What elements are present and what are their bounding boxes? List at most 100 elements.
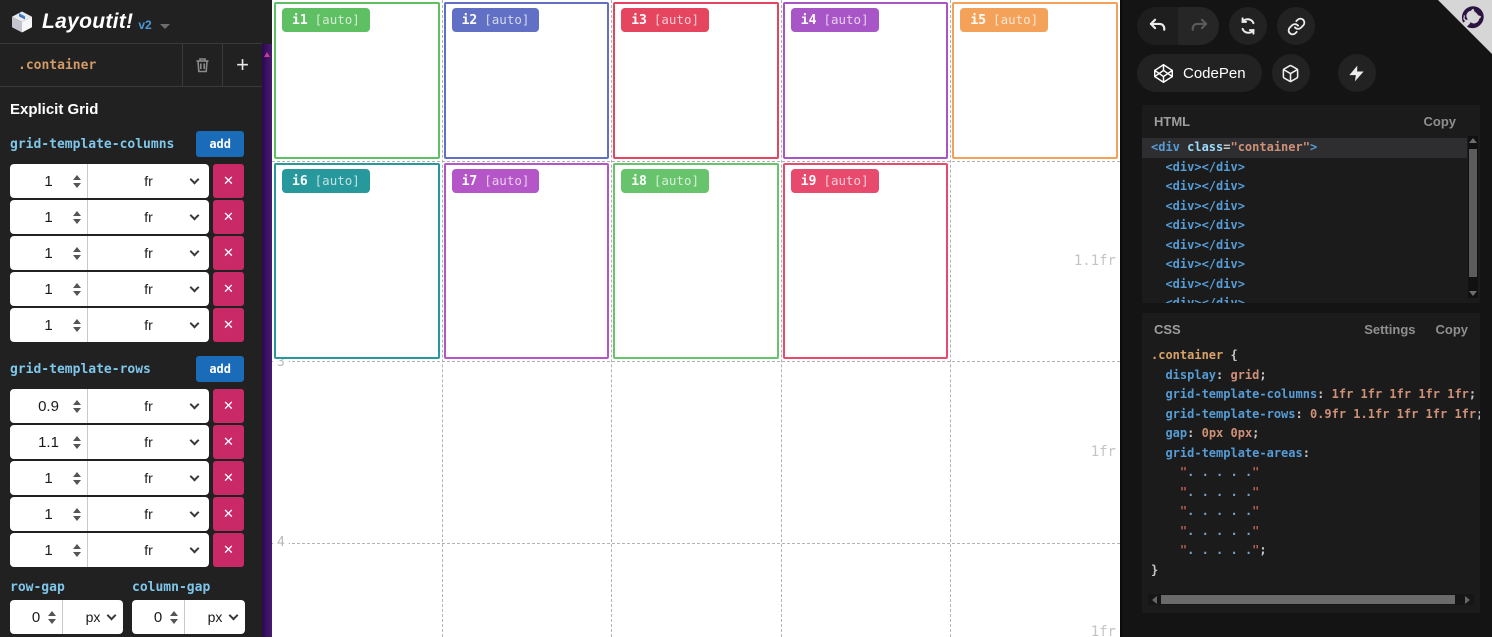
code-line: <div></div>: [1165, 218, 1245, 232]
row-gap-unit-select[interactable]: px: [63, 600, 123, 634]
add-row-button[interactable]: add: [196, 356, 244, 382]
css-copy-button[interactable]: Copy: [1435, 321, 1469, 337]
stepper-arrows[interactable]: [70, 497, 84, 531]
stepper-arrows[interactable]: [70, 425, 84, 459]
grid-item-tag: [auto]: [653, 12, 699, 27]
grid-item-i7[interactable]: i7 [auto]: [443, 163, 610, 359]
track-remove-button[interactable]: ✕: [213, 533, 244, 567]
column-gap-unit: px: [207, 609, 223, 625]
stepper-arrows[interactable]: [70, 533, 84, 567]
permalink-button[interactable]: [1277, 7, 1315, 45]
track-unit-select[interactable]: fr: [88, 533, 209, 567]
grid-item-i8[interactable]: i8 [auto]: [613, 163, 779, 359]
track-remove-button[interactable]: ✕: [213, 497, 244, 531]
stepper-arrows[interactable]: [70, 461, 84, 495]
track-value-input[interactable]: 1: [10, 308, 88, 342]
grid-template-rows-label: grid-template-rows: [10, 361, 151, 377]
code-line: display: grid;: [1165, 367, 1267, 382]
grid-item-i3[interactable]: i3 [auto]: [613, 2, 779, 159]
version-dropdown-caret-icon[interactable]: [159, 23, 170, 29]
track-unit-select[interactable]: fr: [88, 308, 209, 342]
track-unit-select[interactable]: fr: [88, 272, 209, 306]
track-size-control: 1 fr: [10, 461, 209, 495]
track-value-input[interactable]: 1: [10, 497, 88, 531]
css-settings-button[interactable]: Settings: [1364, 321, 1416, 337]
export-button[interactable]: [1337, 54, 1376, 92]
stepper-arrows[interactable]: [70, 200, 84, 234]
grid-item-chip: i2 [auto]: [451, 8, 540, 32]
column-track-row: 1 fr ✕: [10, 200, 244, 234]
track-unit-select[interactable]: fr: [88, 164, 209, 198]
track-unit-select[interactable]: fr: [88, 461, 209, 495]
track-remove-button[interactable]: ✕: [213, 425, 244, 459]
track-value-input[interactable]: 1: [10, 236, 88, 270]
track-value-input[interactable]: 1: [10, 200, 88, 234]
stepper-up-icon: [73, 318, 81, 324]
track-value-input[interactable]: 1.1: [10, 425, 88, 459]
codepen-button[interactable]: CodePen: [1137, 54, 1262, 92]
scrollbar-thumb[interactable]: [1469, 149, 1477, 277]
track-remove-button[interactable]: ✕: [213, 200, 244, 234]
chevron-down-icon: [189, 282, 200, 293]
row-gap-value-input[interactable]: 0: [10, 600, 63, 634]
grid-item-i9[interactable]: i9 [auto]: [782, 163, 949, 359]
stepper-down-icon: [73, 551, 81, 557]
track-unit-select[interactable]: fr: [88, 497, 209, 531]
add-column-button[interactable]: add: [196, 131, 244, 157]
stepper-arrows[interactable]: [70, 308, 84, 342]
css-horizontal-scrollbar[interactable]: [1148, 594, 1474, 605]
track-remove-button[interactable]: ✕: [213, 164, 244, 198]
stepper-arrows[interactable]: [70, 236, 84, 270]
track-unit-select[interactable]: fr: [88, 200, 209, 234]
stepper-arrows[interactable]: [70, 389, 84, 423]
track-unit-select[interactable]: fr: [88, 236, 209, 270]
sidebar-scrollbar[interactable]: [262, 0, 272, 637]
grid-item-i6[interactable]: i6 [auto]: [274, 163, 440, 359]
container-selector-input[interactable]: .container: [18, 57, 97, 73]
track-remove-button[interactable]: ✕: [213, 389, 244, 423]
add-selector-button[interactable]: +: [222, 44, 262, 86]
stepper-arrows[interactable]: [45, 600, 59, 634]
track-value-input[interactable]: 1: [10, 272, 88, 306]
track-remove-button[interactable]: ✕: [213, 272, 244, 306]
grid-item-chip: i8 [auto]: [621, 169, 709, 193]
html-copy-button[interactable]: Copy: [1423, 113, 1457, 129]
track-unit-select[interactable]: fr: [88, 425, 209, 459]
sidebar: Layoutit! v2 .container + Explicit Grid …: [0, 0, 262, 637]
row-gap-unit: px: [85, 609, 101, 625]
stepper-arrows[interactable]: [70, 272, 84, 306]
track-value-input[interactable]: 1: [10, 164, 88, 198]
grid-item-i2[interactable]: i2 [auto]: [443, 2, 610, 159]
track-remove-button[interactable]: ✕: [213, 461, 244, 495]
grid-template-columns-label: grid-template-columns: [10, 136, 175, 152]
grid-item-i1[interactable]: i1 [auto]: [274, 2, 440, 159]
codesandbox-button[interactable]: [1271, 54, 1310, 92]
track-unit-select[interactable]: fr: [88, 389, 209, 423]
grid-item-i5[interactable]: i5 [auto]: [952, 2, 1118, 159]
column-gap-value-input[interactable]: 0: [132, 600, 185, 634]
stepper-arrows[interactable]: [70, 164, 84, 198]
grid-item-i4[interactable]: i4 [auto]: [782, 2, 949, 159]
track-value-input[interactable]: 1: [10, 533, 88, 567]
restart-button[interactable]: [1229, 7, 1267, 45]
grid-item-chip: i1 [auto]: [282, 8, 370, 32]
stepper-arrows[interactable]: [167, 600, 181, 634]
github-octocat-icon[interactable]: [1455, 0, 1492, 35]
github-corner-ribbon[interactable]: [1438, 0, 1492, 54]
code-line: <div></div>: [1165, 159, 1245, 174]
redo-button[interactable]: [1178, 7, 1219, 45]
sidebar-scrollbar-track[interactable]: [262, 44, 272, 637]
column-track-row: 1 fr ✕: [10, 236, 244, 270]
column-gap-unit-select[interactable]: px: [185, 600, 245, 634]
scrollbar-thumb[interactable]: [1161, 595, 1455, 604]
track-value-input[interactable]: 0.9: [10, 389, 88, 423]
undo-button[interactable]: [1137, 7, 1178, 45]
grid-row-line: [272, 543, 1120, 544]
html-vertical-scrollbar[interactable]: [1468, 136, 1478, 298]
track-remove-button[interactable]: ✕: [213, 236, 244, 270]
track-remove-button[interactable]: ✕: [213, 308, 244, 342]
stepper-up-icon: [48, 610, 56, 616]
delete-selector-button[interactable]: [182, 44, 222, 86]
track-unit: fr: [144, 281, 153, 297]
track-value-input[interactable]: 1: [10, 461, 88, 495]
